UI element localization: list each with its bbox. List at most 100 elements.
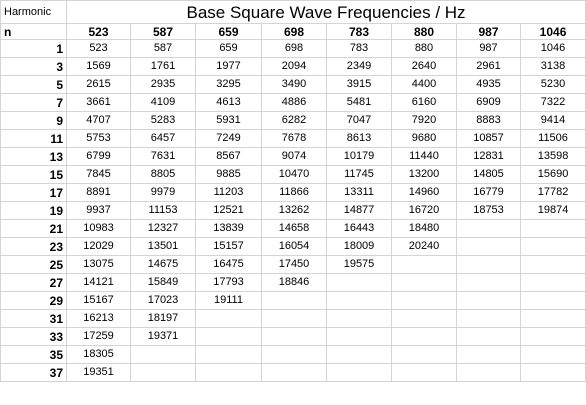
harmonic-number-cell[interactable]: 17 (0, 183, 67, 202)
frequency-cell[interactable]: 12029 (66, 237, 131, 256)
frequency-cell[interactable] (326, 363, 392, 382)
frequency-cell[interactable] (195, 363, 262, 382)
frequency-cell[interactable]: 14121 (66, 273, 131, 292)
frequency-cell[interactable]: 13311 (326, 183, 392, 202)
frequency-cell[interactable]: 698 (261, 39, 327, 58)
frequency-cell[interactable]: 5283 (130, 111, 196, 130)
frequency-cell[interactable]: 20240 (391, 237, 457, 256)
frequency-cell[interactable]: 18305 (66, 345, 131, 364)
frequency-cell[interactable]: 987 (456, 39, 521, 58)
harmonic-header-cell[interactable]: Harmonic (0, 0, 67, 24)
frequency-cell[interactable] (519, 273, 586, 292)
frequency-cell[interactable]: 2935 (130, 75, 196, 94)
frequency-cell[interactable] (195, 327, 262, 346)
table-title[interactable]: Base Square Wave Frequencies / Hz (65, 0, 586, 24)
frequency-cell[interactable]: 8567 (195, 147, 262, 166)
frequency-cell[interactable] (130, 363, 196, 382)
frequency-cell[interactable]: 659 (195, 39, 262, 58)
frequency-cell[interactable]: 11203 (195, 183, 262, 202)
frequency-cell[interactable] (261, 291, 327, 310)
frequency-cell[interactable] (326, 327, 392, 346)
harmonic-number-cell[interactable]: 11 (0, 129, 67, 148)
base-frequency-cell[interactable]: 698 (261, 23, 327, 40)
frequency-cell[interactable]: 13200 (391, 165, 457, 184)
frequency-cell[interactable] (326, 309, 392, 328)
frequency-cell[interactable]: 4613 (195, 93, 262, 112)
frequency-cell[interactable]: 16054 (261, 237, 327, 256)
frequency-cell[interactable]: 12831 (456, 147, 521, 166)
frequency-cell[interactable]: 13839 (195, 219, 262, 238)
frequency-cell[interactable]: 1569 (66, 57, 131, 76)
frequency-cell[interactable]: 3295 (195, 75, 262, 94)
frequency-cell[interactable]: 9885 (195, 165, 262, 184)
frequency-cell[interactable]: 1977 (195, 57, 262, 76)
frequency-cell[interactable]: 7322 (519, 93, 586, 112)
frequency-cell[interactable]: 7249 (195, 129, 262, 148)
frequency-cell[interactable]: 9979 (130, 183, 196, 202)
harmonic-number-cell[interactable]: 7 (0, 93, 67, 112)
n-header-cell[interactable]: n (0, 23, 67, 40)
base-frequency-cell[interactable]: 783 (326, 23, 392, 40)
frequency-cell[interactable]: 4935 (456, 75, 521, 94)
frequency-cell[interactable]: 1046 (519, 39, 586, 58)
frequency-cell[interactable]: 9680 (391, 129, 457, 148)
frequency-cell[interactable] (391, 327, 457, 346)
frequency-cell[interactable]: 18753 (456, 201, 521, 220)
frequency-cell[interactable]: 2961 (456, 57, 521, 76)
harmonic-number-cell[interactable]: 19 (0, 201, 67, 220)
frequency-cell[interactable] (519, 327, 586, 346)
frequency-cell[interactable]: 783 (326, 39, 392, 58)
frequency-cell[interactable]: 17259 (66, 327, 131, 346)
base-frequency-cell[interactable]: 1046 (519, 23, 586, 40)
frequency-cell[interactable]: 4707 (66, 111, 131, 130)
harmonic-number-cell[interactable]: 37 (0, 363, 67, 382)
frequency-cell[interactable]: 13075 (66, 255, 131, 274)
frequency-cell[interactable]: 11866 (261, 183, 327, 202)
frequency-cell[interactable]: 1761 (130, 57, 196, 76)
frequency-cell[interactable]: 2640 (391, 57, 457, 76)
frequency-cell[interactable] (519, 255, 586, 274)
frequency-cell[interactable] (195, 345, 262, 364)
frequency-cell[interactable] (519, 363, 586, 382)
frequency-cell[interactable]: 8883 (456, 111, 521, 130)
frequency-cell[interactable] (456, 345, 521, 364)
frequency-cell[interactable]: 3915 (326, 75, 392, 94)
frequency-cell[interactable]: 18846 (261, 273, 327, 292)
frequency-cell[interactable] (391, 345, 457, 364)
frequency-cell[interactable]: 3490 (261, 75, 327, 94)
frequency-cell[interactable]: 5753 (66, 129, 131, 148)
frequency-cell[interactable]: 11153 (130, 201, 196, 220)
frequency-cell[interactable] (195, 309, 262, 328)
frequency-cell[interactable]: 12327 (130, 219, 196, 238)
harmonic-number-cell[interactable]: 9 (0, 111, 67, 130)
frequency-cell[interactable]: 16475 (195, 255, 262, 274)
harmonic-number-cell[interactable]: 31 (0, 309, 67, 328)
frequency-cell[interactable]: 4109 (130, 93, 196, 112)
frequency-cell[interactable]: 10179 (326, 147, 392, 166)
frequency-cell[interactable]: 7920 (391, 111, 457, 130)
frequency-cell[interactable] (261, 327, 327, 346)
frequency-cell[interactable]: 14658 (261, 219, 327, 238)
frequency-cell[interactable]: 18197 (130, 309, 196, 328)
frequency-cell[interactable] (326, 291, 392, 310)
frequency-cell[interactable]: 11745 (326, 165, 392, 184)
frequency-cell[interactable]: 6457 (130, 129, 196, 148)
frequency-cell[interactable]: 13501 (130, 237, 196, 256)
base-frequency-cell[interactable]: 880 (391, 23, 457, 40)
frequency-cell[interactable]: 880 (391, 39, 457, 58)
frequency-cell[interactable]: 14877 (326, 201, 392, 220)
frequency-cell[interactable]: 17023 (130, 291, 196, 310)
frequency-cell[interactable] (456, 255, 521, 274)
frequency-cell[interactable] (519, 345, 586, 364)
frequency-cell[interactable]: 14675 (130, 255, 196, 274)
frequency-cell[interactable]: 17793 (195, 273, 262, 292)
frequency-cell[interactable]: 7631 (130, 147, 196, 166)
frequency-cell[interactable] (456, 363, 521, 382)
frequency-cell[interactable] (391, 363, 457, 382)
frequency-cell[interactable]: 19575 (326, 255, 392, 274)
frequency-cell[interactable]: 19371 (130, 327, 196, 346)
frequency-cell[interactable]: 15157 (195, 237, 262, 256)
frequency-cell[interactable]: 3138 (519, 57, 586, 76)
frequency-cell[interactable]: 6160 (391, 93, 457, 112)
frequency-cell[interactable]: 15167 (66, 291, 131, 310)
